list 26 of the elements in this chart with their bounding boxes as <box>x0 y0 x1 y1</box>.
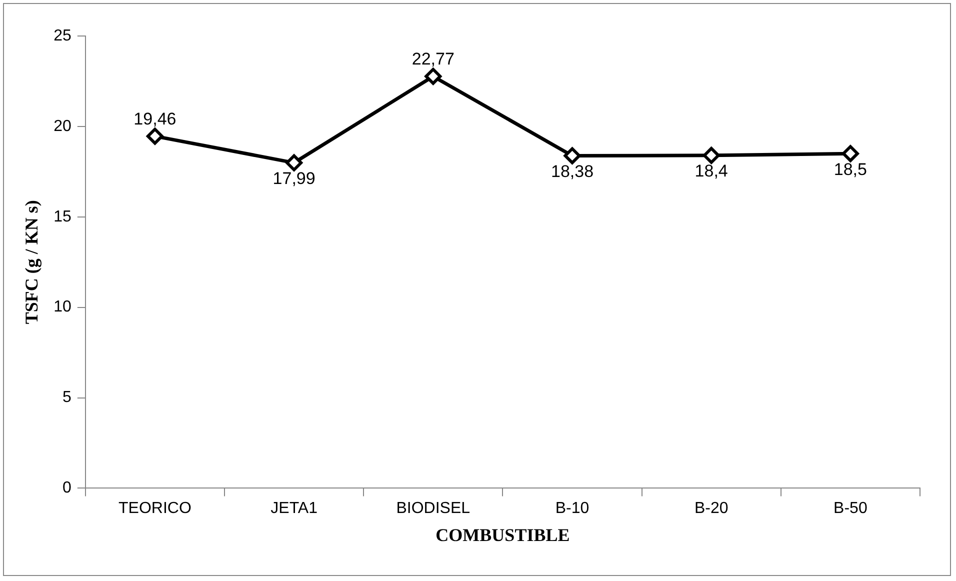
point <box>564 147 581 164</box>
data-label: 18,4 <box>694 162 728 181</box>
data-label: 17,99 <box>272 168 316 188</box>
y-tick-label: 10 <box>54 298 72 316</box>
y-tick-label: 5 <box>62 389 72 406</box>
y-tick-label: 0 <box>62 480 72 497</box>
x-tick-label: TEORICO <box>118 500 192 518</box>
y-tick-label: 20 <box>54 118 72 135</box>
point <box>842 145 859 162</box>
data-label: 18,5 <box>834 160 867 179</box>
point <box>702 146 720 164</box>
data-label: 18,38 <box>550 162 594 181</box>
point <box>286 154 303 172</box>
data-label: 19,46 <box>134 109 176 128</box>
x-tick-label: B-20 <box>694 500 728 518</box>
x-tick-label: JETA1 <box>270 500 318 518</box>
x-tick-label: B-10 <box>555 500 590 518</box>
y-tick-label: 25 <box>54 27 72 44</box>
data-label: 22,77 <box>412 50 454 69</box>
y-axis-title: TSFC (g / KN s) <box>21 200 42 324</box>
x-axis-title: COMBUSTIBLE <box>436 524 570 545</box>
x-tick-label: B-50 <box>834 500 868 518</box>
y-tick-label: 15 <box>54 208 72 226</box>
point <box>424 68 442 85</box>
point <box>146 128 164 145</box>
x-tick-label: BIODISEL <box>396 500 470 518</box>
